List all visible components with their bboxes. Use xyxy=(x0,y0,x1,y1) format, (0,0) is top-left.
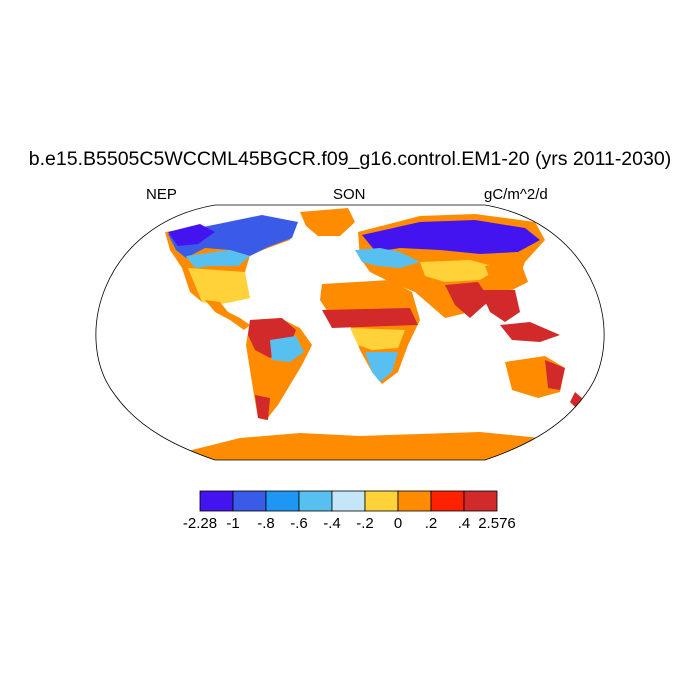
colorbar-tick-label: -.8 xyxy=(257,515,275,532)
colorbar-tick-label: -.4 xyxy=(323,515,341,532)
colorbar-swatch xyxy=(430,490,465,512)
australia-east-region xyxy=(545,360,565,390)
sahel-region xyxy=(322,308,418,328)
china-east-region xyxy=(485,260,528,290)
colorbar-swatch xyxy=(331,490,366,512)
canada-boreal-region xyxy=(168,215,298,258)
colorbar-tick-label: -1 xyxy=(226,515,239,532)
alaska-region xyxy=(168,224,215,246)
globe-outline xyxy=(95,204,605,461)
antarctica-region xyxy=(110,432,590,460)
southern-africa-region xyxy=(365,352,398,382)
indonesia-region xyxy=(500,322,560,342)
central-asia-region xyxy=(420,260,500,282)
colorbar-tick-label: -.2 xyxy=(356,515,374,532)
colorbar-swatch xyxy=(232,490,267,512)
colorbar-tick-label: 0 xyxy=(394,515,402,532)
brazil-highlands-region xyxy=(270,336,304,362)
variable-label: NEP xyxy=(146,186,177,203)
colorbar-swatch xyxy=(463,490,498,512)
europe-midlat-region xyxy=(355,248,420,268)
new-zealand-region xyxy=(570,392,582,408)
north-america-midlat-region xyxy=(186,250,250,268)
siberia-boreal-region xyxy=(362,220,540,254)
central-africa-region xyxy=(350,328,405,350)
map-title: b.e15.B5505C5WCCML45BGCR.f09_g16.control… xyxy=(28,148,672,170)
units-label: gC/m^2/d xyxy=(484,186,548,203)
colorbar-swatch xyxy=(199,490,234,512)
north-america-south-region xyxy=(188,268,250,305)
southeast-asia-region xyxy=(480,290,520,322)
colorbar-swatch xyxy=(364,490,399,512)
colorbar-tick-label: 2.576 xyxy=(478,515,516,532)
season-label: SON xyxy=(333,186,366,203)
central-america-region xyxy=(205,300,250,330)
colorbar-swatch xyxy=(265,490,300,512)
colorbar-tick-label: .2 xyxy=(425,515,438,532)
colorbar-swatch xyxy=(298,490,333,512)
india-region xyxy=(445,282,490,318)
colorbar-tick-label: -.6 xyxy=(290,515,308,532)
colorbar-swatch xyxy=(397,490,432,512)
greenland-region xyxy=(300,208,355,236)
colorbar-tick-label: .4 xyxy=(458,515,471,532)
colorbar-tick-label: -2.28 xyxy=(183,515,217,532)
southern-cone-region xyxy=(255,395,270,420)
